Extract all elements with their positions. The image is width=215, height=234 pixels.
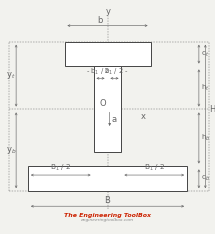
Text: h$_t$: h$_t$ <box>201 83 210 93</box>
Text: y$_b$: y$_b$ <box>6 145 16 156</box>
Bar <box>28 166 187 191</box>
Text: B$_1$ / 2: B$_1$ / 2 <box>50 163 71 173</box>
Text: b: b <box>97 15 103 25</box>
Text: - b$_1$ / 2: - b$_1$ / 2 <box>86 67 111 77</box>
Bar <box>64 42 150 66</box>
Text: c$_t$: c$_t$ <box>201 50 210 59</box>
Text: The Engineering ToolBox: The Engineering ToolBox <box>64 213 151 219</box>
Text: O: O <box>100 99 106 108</box>
Text: engineeringtoolbox.com: engineeringtoolbox.com <box>81 218 134 222</box>
Text: B$_1$ / 2: B$_1$ / 2 <box>144 163 165 173</box>
Text: x: x <box>141 112 146 121</box>
Text: c$_b$: c$_b$ <box>201 174 210 183</box>
Text: H: H <box>210 105 215 114</box>
Text: h$_b$: h$_b$ <box>201 133 211 143</box>
Text: a: a <box>112 115 117 124</box>
Text: B: B <box>104 196 111 205</box>
Text: y: y <box>106 7 111 16</box>
Text: y$_t$: y$_t$ <box>6 70 16 81</box>
Bar <box>94 66 121 153</box>
Text: b$_1$ / 2 -: b$_1$ / 2 - <box>104 67 129 77</box>
